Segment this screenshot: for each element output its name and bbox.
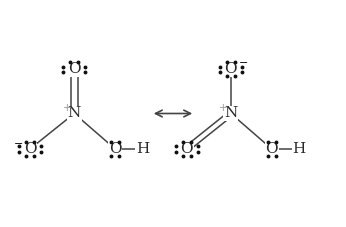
Text: O: O [109,142,121,156]
Text: O: O [68,62,81,76]
Text: O: O [180,142,193,156]
Text: N: N [224,106,237,121]
Text: −: − [239,58,248,68]
Text: H: H [292,142,306,156]
Text: O: O [225,62,237,76]
Text: +: + [63,103,71,113]
Text: O: O [265,142,278,156]
Text: O: O [24,142,36,156]
Text: +: + [219,103,228,113]
Text: N: N [68,106,81,121]
Text: −: − [14,139,24,149]
Text: H: H [136,142,149,156]
